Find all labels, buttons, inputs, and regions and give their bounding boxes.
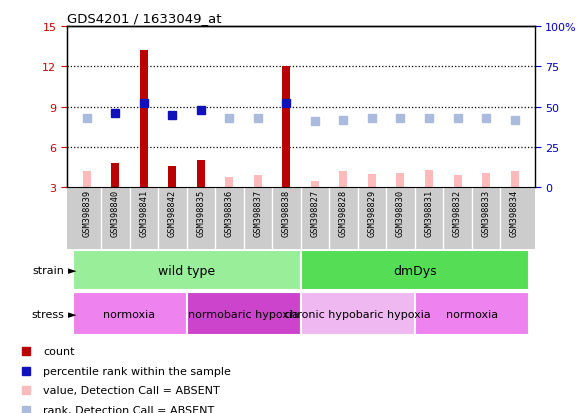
Text: normobaric hypoxia: normobaric hypoxia bbox=[188, 309, 299, 319]
Bar bbox=[396, 173, 404, 188]
Bar bbox=[197, 161, 205, 188]
Text: count: count bbox=[43, 346, 74, 356]
Bar bbox=[73, 251, 301, 290]
Text: GSM398835: GSM398835 bbox=[196, 190, 205, 237]
Bar bbox=[339, 172, 347, 188]
Bar bbox=[301, 251, 529, 290]
Text: GSM398837: GSM398837 bbox=[253, 190, 263, 237]
Text: GSM398839: GSM398839 bbox=[83, 190, 91, 237]
Bar bbox=[482, 173, 490, 188]
Bar bbox=[112, 164, 119, 188]
Text: GDS4201 / 1633049_at: GDS4201 / 1633049_at bbox=[67, 12, 221, 24]
Text: GSM398842: GSM398842 bbox=[168, 190, 177, 237]
Text: GSM398830: GSM398830 bbox=[396, 190, 405, 237]
Text: GSM398836: GSM398836 bbox=[225, 190, 234, 237]
Bar bbox=[454, 176, 461, 188]
Text: stress: stress bbox=[31, 309, 64, 319]
Text: value, Detection Call = ABSENT: value, Detection Call = ABSENT bbox=[43, 386, 220, 396]
Text: normoxia: normoxia bbox=[103, 309, 156, 319]
Text: GSM398831: GSM398831 bbox=[425, 190, 433, 237]
Bar bbox=[311, 181, 319, 188]
Text: strain: strain bbox=[32, 266, 64, 275]
Text: ►: ► bbox=[68, 309, 77, 319]
Bar bbox=[73, 292, 187, 336]
Bar bbox=[301, 292, 415, 336]
Text: normoxia: normoxia bbox=[446, 309, 498, 319]
Bar bbox=[282, 67, 290, 188]
Bar bbox=[415, 292, 529, 336]
Bar bbox=[425, 171, 433, 188]
Bar bbox=[254, 176, 262, 188]
Text: GSM398834: GSM398834 bbox=[510, 190, 519, 237]
Text: dmDys: dmDys bbox=[393, 264, 436, 277]
Bar bbox=[83, 172, 91, 188]
Bar bbox=[225, 177, 234, 188]
Text: ►: ► bbox=[68, 266, 77, 275]
Text: rank, Detection Call = ABSENT: rank, Detection Call = ABSENT bbox=[43, 405, 214, 413]
Bar bbox=[187, 292, 301, 336]
Text: GSM398833: GSM398833 bbox=[482, 190, 490, 237]
Text: GSM398829: GSM398829 bbox=[367, 190, 376, 237]
Text: GSM398827: GSM398827 bbox=[310, 190, 320, 237]
Bar bbox=[511, 172, 519, 188]
Bar bbox=[168, 166, 176, 188]
Text: chronic hypobaric hypoxia: chronic hypobaric hypoxia bbox=[284, 309, 431, 319]
Text: percentile rank within the sample: percentile rank within the sample bbox=[43, 366, 231, 376]
Text: GSM398838: GSM398838 bbox=[282, 190, 291, 237]
Text: GSM398828: GSM398828 bbox=[339, 190, 348, 237]
Bar bbox=[368, 174, 376, 188]
Bar bbox=[140, 51, 148, 188]
Text: GSM398841: GSM398841 bbox=[139, 190, 148, 237]
Text: wild type: wild type bbox=[158, 264, 215, 277]
Text: GSM398832: GSM398832 bbox=[453, 190, 462, 237]
Text: GSM398840: GSM398840 bbox=[111, 190, 120, 237]
